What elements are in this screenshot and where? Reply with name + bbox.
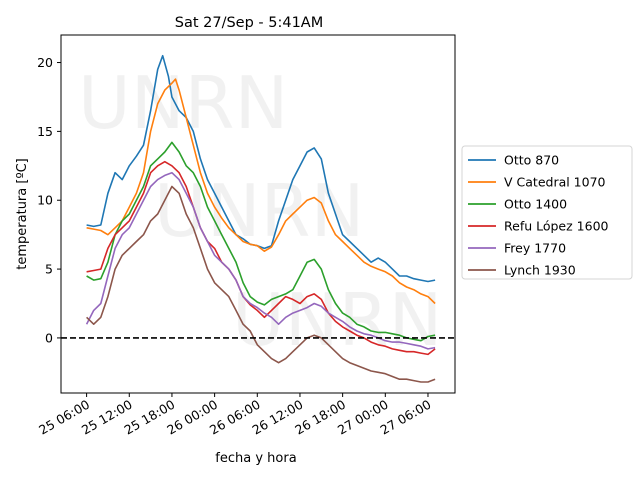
watermark-text: UNRN <box>232 278 442 362</box>
legend-label: Refu López 1600 <box>504 219 609 234</box>
y-tick-label: 5 <box>45 262 53 277</box>
series-line <box>86 160 436 356</box>
legend-label: V Catedral 1070 <box>504 175 606 190</box>
y-tick-label: 15 <box>37 124 53 139</box>
series-line <box>86 78 436 305</box>
legend-label: Frey 1770 <box>504 241 566 256</box>
series-layer <box>85 54 436 383</box>
watermark-text: UNRN <box>154 169 364 253</box>
legend-label: Otto 1400 <box>504 197 567 212</box>
plot-frame <box>60 34 456 394</box>
y-tick-label: 20 <box>37 55 53 70</box>
legend-box <box>461 145 633 280</box>
y-axis-label: temperatura [ºC] <box>15 158 30 269</box>
chart-title: Sat 27/Sep - 5:41AM <box>175 15 324 31</box>
series-line <box>86 141 436 342</box>
legend-label: Lynch 1930 <box>504 263 576 278</box>
y-tick-label: 10 <box>37 193 53 208</box>
x-axis-label: fecha y hora <box>215 451 296 466</box>
legend: Otto 870 V Catedral 1070 Otto 1400 Refu Lóp… <box>461 145 633 280</box>
y-axis: 0 5 10 15 20 <box>37 55 61 345</box>
y-tick-label: 0 <box>45 330 53 345</box>
legend-label: Otto 870 <box>504 153 559 168</box>
series-line <box>86 185 436 383</box>
